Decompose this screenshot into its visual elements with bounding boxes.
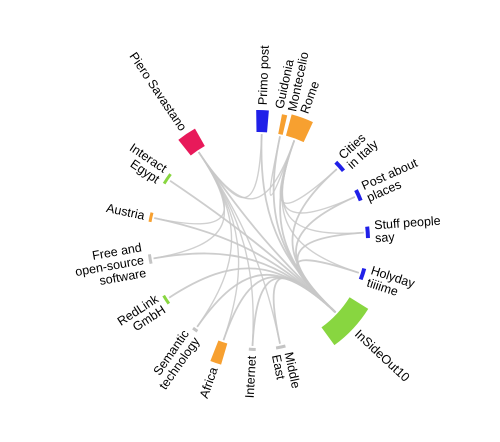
- node-label-line: Internet: [243, 355, 259, 399]
- node-label-insideout[interactable]: InSideOut10: [352, 327, 412, 385]
- node-label-line: Austria: [105, 201, 146, 223]
- node-label-internet[interactable]: Internet: [243, 355, 259, 399]
- node-label-africa[interactable]: Africa: [197, 365, 221, 400]
- node-arc-middle-east[interactable]: [275, 344, 286, 350]
- link-rome-cities-italy: [279, 140, 338, 205]
- node-arc-africa[interactable]: [210, 340, 228, 365]
- node-arc-post-places[interactable]: [354, 189, 363, 202]
- link-insideout-internet: [251, 277, 337, 346]
- links-layer: [153, 134, 364, 346]
- node-label-line: Africa: [197, 365, 221, 400]
- link-piero-austria: [154, 151, 226, 225]
- node-label-austria[interactable]: Austria: [105, 201, 146, 223]
- node-label-piero[interactable]: Piero Savastano: [126, 50, 189, 134]
- node-arcs-layer: [147, 110, 370, 365]
- link-insideout-africa: [222, 276, 337, 341]
- node-arc-austria[interactable]: [148, 212, 154, 223]
- node-label-line: InSideOut10: [352, 327, 412, 385]
- node-label-line: East: [269, 353, 288, 381]
- link-post-places-insideout: [295, 196, 356, 313]
- node-arc-insideout[interactable]: [321, 297, 369, 346]
- node-label-line: say: [375, 230, 396, 245]
- node-arc-guidonia[interactable]: [278, 114, 288, 135]
- link-insideout-semantic: [196, 274, 337, 328]
- node-arc-redlink[interactable]: [162, 294, 171, 305]
- link-primo-post-insideout: [260, 134, 337, 313]
- node-arc-internet[interactable]: [248, 347, 256, 351]
- node-label-primo-post[interactable]: Primo post: [256, 45, 272, 106]
- node-arc-rome[interactable]: [285, 114, 313, 143]
- node-arc-cities-italy[interactable]: [334, 160, 346, 173]
- node-arc-interact[interactable]: [162, 173, 172, 185]
- link-insideout-piero: [197, 151, 337, 313]
- node-arc-primo-post[interactable]: [256, 110, 269, 133]
- link-piero-internet: [198, 151, 254, 346]
- node-arc-stuff-people[interactable]: [365, 226, 370, 239]
- node-label-line: Primo post: [256, 45, 272, 106]
- node-arc-semantic[interactable]: [192, 326, 199, 333]
- node-arc-foss[interactable]: [147, 254, 153, 265]
- link-piero-middle-east: [198, 151, 281, 344]
- node-arc-piero[interactable]: [178, 128, 205, 156]
- node-arc-holyday[interactable]: [358, 267, 367, 281]
- node-label-line: Stuff people: [374, 214, 441, 233]
- node-label-line: Piero Savastano: [126, 50, 189, 134]
